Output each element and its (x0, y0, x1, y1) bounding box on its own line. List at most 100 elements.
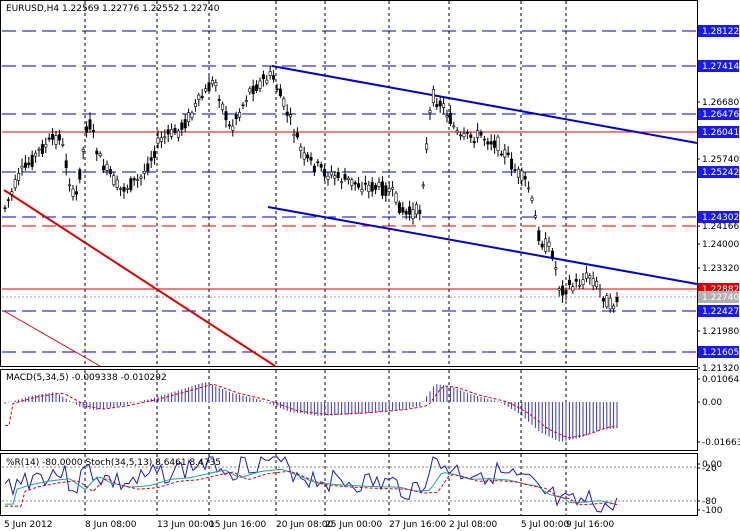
candle-body (295, 132, 299, 138)
candle-body (255, 84, 259, 91)
macd-label: MACD(5,34,5) -0.009338 -0.010292 (6, 373, 167, 383)
stoch-signal-line (5, 470, 618, 507)
candle-body (142, 170, 146, 174)
price-label: 1.27414 (702, 62, 739, 72)
candle-body (115, 179, 119, 188)
candle-body (520, 170, 524, 181)
red-trend-line[interactable] (3, 189, 276, 367)
candle-body (336, 171, 340, 178)
candle-body (584, 272, 588, 279)
candle-body (323, 168, 327, 177)
candle-body (3, 207, 7, 209)
candle-body (363, 182, 367, 185)
candle-body (547, 241, 551, 247)
candle-body (176, 130, 180, 138)
candle-body (340, 181, 344, 184)
candle-body (561, 285, 565, 296)
price-axis: 1.28122 1.27414 1.26680 1.26476 1.26041 1.257… (697, 25, 739, 374)
candle-body (241, 104, 245, 107)
candle-body (496, 136, 500, 152)
candle-body (357, 183, 361, 188)
price-label: 1.24166 (702, 222, 739, 232)
candle-body (350, 179, 354, 186)
macd-axis-label: 0.00 (702, 398, 722, 408)
time-label: 8 Jun 08:00 (85, 520, 137, 530)
candle-body (132, 178, 136, 181)
candle-body (88, 119, 92, 130)
candle-body (119, 188, 123, 190)
candle-body (452, 125, 456, 128)
candle-body (530, 197, 534, 201)
candle-body (231, 125, 235, 131)
channel-upper-line[interactable] (271, 65, 698, 144)
candle-body (207, 82, 211, 92)
price-label: 1.26680 (702, 98, 739, 108)
candle-body (173, 128, 177, 134)
candle-body (612, 305, 616, 310)
candle-body (489, 141, 493, 145)
candle-body (367, 184, 371, 192)
horizontal-levels (2, 30, 697, 353)
candle-body (238, 112, 242, 118)
price-label: 1.26476 (702, 110, 739, 120)
candle-body (374, 185, 378, 190)
candle-body (204, 88, 208, 92)
candle-body (224, 111, 228, 121)
candle-body (292, 133, 296, 136)
candle-body (149, 157, 153, 161)
candle-body (360, 189, 364, 193)
candle-body (445, 115, 449, 118)
candle-body (380, 181, 384, 196)
candle-body (64, 160, 68, 168)
candle-body (98, 153, 102, 156)
candle-body (81, 148, 85, 152)
time-label: 2 Jul 08:00 (449, 520, 498, 530)
candle-body (180, 122, 184, 130)
candle-body (391, 187, 395, 190)
candle-body (34, 152, 38, 157)
candle-body (387, 188, 391, 193)
candle-body (272, 75, 276, 80)
candle-body (540, 243, 544, 248)
candle-body (91, 129, 95, 133)
oscillator-axis-label: 0.00 (702, 460, 722, 470)
candle-body (95, 150, 99, 155)
candle-body (435, 104, 439, 107)
channel-lower-line[interactable] (267, 206, 698, 285)
candle-body (51, 133, 55, 140)
macd-axis-label: -0.01663 (702, 438, 740, 448)
oscillator-axis-label: -80 (702, 497, 717, 507)
time-label: 15 Jun 16:00 (209, 520, 266, 530)
candle-body (608, 297, 612, 310)
candle-body (506, 152, 510, 155)
chart-title: EURUSD,H4 1.22569 1.22776 1.22552 1.2274… (6, 4, 220, 14)
candle-body (510, 158, 514, 170)
time-label: 5 Jul 00:00 (521, 520, 570, 530)
candle-body (591, 278, 595, 287)
candle-body (258, 80, 262, 89)
price-label: 1.23320 (702, 264, 739, 274)
candle-body (527, 187, 531, 190)
candle-body (234, 114, 238, 120)
candle-body (302, 152, 306, 160)
candle-body (557, 288, 561, 291)
candle-body (404, 210, 408, 215)
candle-body (523, 176, 527, 180)
macd-axis-label: 0.010642 (702, 375, 740, 385)
trend-lines[interactable] (3, 65, 698, 367)
candle-body (346, 177, 350, 180)
price-panel (0, 0, 698, 367)
candle-body (578, 284, 582, 287)
time-label: 25 Jun 00:00 (325, 520, 382, 530)
red-thin-line[interactable] (3, 310, 101, 367)
candle-body (533, 215, 537, 218)
candle-body (459, 134, 463, 137)
candle-body (244, 100, 248, 103)
candle-body (601, 298, 605, 302)
candle-body (414, 204, 418, 215)
candle-body (54, 135, 58, 145)
candle-body (193, 103, 197, 107)
price-candles (3, 66, 619, 313)
time-label: 5 Jun 2012 (4, 520, 52, 530)
